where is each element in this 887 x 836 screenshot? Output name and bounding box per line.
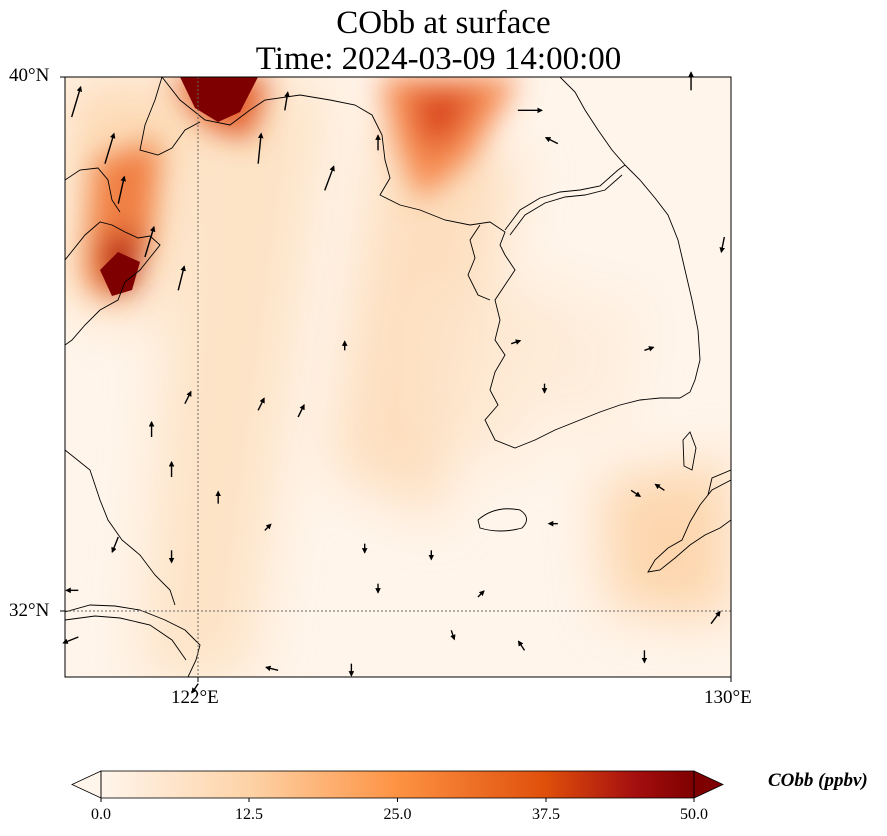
colorbar-ticks bbox=[100, 798, 695, 802]
bohai-west-coast bbox=[65, 167, 121, 213]
plume-cores bbox=[100, 77, 258, 296]
wind-arrow bbox=[324, 165, 335, 191]
map-frame bbox=[64, 76, 732, 678]
yangtze-bank bbox=[65, 615, 187, 661]
colorbar-max-extension bbox=[693, 770, 724, 799]
diffuse-plume-bands bbox=[65, 80, 731, 677]
colorbar-tick-label: 50.0 bbox=[680, 806, 708, 823]
wind-arrow bbox=[184, 390, 192, 404]
wind-arrow bbox=[62, 636, 79, 644]
wind-arrow bbox=[70, 85, 83, 118]
colorbar-label: CObb (ppbv) bbox=[768, 770, 868, 791]
wind-arrow bbox=[111, 536, 119, 554]
wind-arrow bbox=[177, 265, 186, 291]
colorbar bbox=[71, 770, 724, 802]
wind-arrow bbox=[630, 489, 642, 497]
liaodong-coast bbox=[161, 77, 506, 256]
map-timestamp: Time: 2024-03-09 14:00:00 bbox=[255, 41, 622, 77]
wind-arrow bbox=[477, 590, 485, 598]
wind-arrow bbox=[104, 132, 116, 164]
concentration-field bbox=[65, 77, 731, 677]
lat-label-40n: 40°N bbox=[9, 65, 50, 86]
wind-arrow bbox=[265, 665, 279, 672]
colorbar-gradient bbox=[101, 771, 694, 798]
wind-arrow bbox=[284, 91, 290, 111]
far-northeast-coast bbox=[559, 77, 626, 166]
wind-arrow bbox=[117, 175, 127, 204]
wind-arrow bbox=[510, 339, 522, 345]
shandong-coast bbox=[65, 221, 161, 346]
wind-arrow bbox=[257, 132, 264, 164]
lat-label-32n: 32°N bbox=[9, 600, 50, 621]
wind-arrow bbox=[654, 483, 665, 491]
map-title: CObb at surface bbox=[336, 5, 551, 41]
korea-west-coast bbox=[484, 254, 680, 449]
wind-arrow bbox=[719, 236, 726, 254]
colorbar-tick-label: 37.5 bbox=[532, 806, 560, 823]
colorbar-min-extension bbox=[71, 770, 102, 799]
korea-east-coast bbox=[624, 164, 701, 399]
jiangsu-coast bbox=[65, 449, 176, 606]
colorbar-tick-label: 25.0 bbox=[383, 806, 412, 823]
jeju-island bbox=[477, 508, 527, 532]
colorbar-tick-label: 0.0 bbox=[91, 806, 111, 823]
lon-label-122e: 122°E bbox=[171, 687, 219, 708]
wind-arrow bbox=[257, 397, 265, 411]
honshu-coast bbox=[707, 469, 731, 496]
wind-arrow bbox=[297, 403, 305, 418]
north-korea-coast bbox=[467, 224, 491, 301]
wind-arrow bbox=[450, 630, 456, 641]
korea-north-border bbox=[504, 164, 626, 231]
axis-ticks bbox=[60, 76, 732, 682]
wind-arrow bbox=[544, 137, 559, 145]
tsushima bbox=[682, 431, 697, 471]
liaodong-peninsula bbox=[139, 77, 201, 156]
wind-arrow bbox=[710, 610, 721, 625]
lon-label-130e: 130°E bbox=[704, 687, 752, 708]
coastlines bbox=[65, 77, 731, 677]
intense-plumes bbox=[85, 77, 520, 300]
yangtze-estuary bbox=[65, 604, 201, 677]
wind-arrow bbox=[191, 683, 199, 694]
wind-arrow bbox=[517, 640, 526, 651]
korea-border-inner bbox=[509, 174, 623, 236]
wind-arrow bbox=[264, 523, 272, 531]
colorbar-tick-label: 12.5 bbox=[235, 806, 263, 823]
gridlines bbox=[65, 77, 731, 677]
wind-vectors bbox=[62, 71, 726, 694]
wind-arrow bbox=[144, 225, 156, 258]
wind-arrow bbox=[644, 346, 655, 352]
kyushu-coast bbox=[647, 479, 731, 573]
